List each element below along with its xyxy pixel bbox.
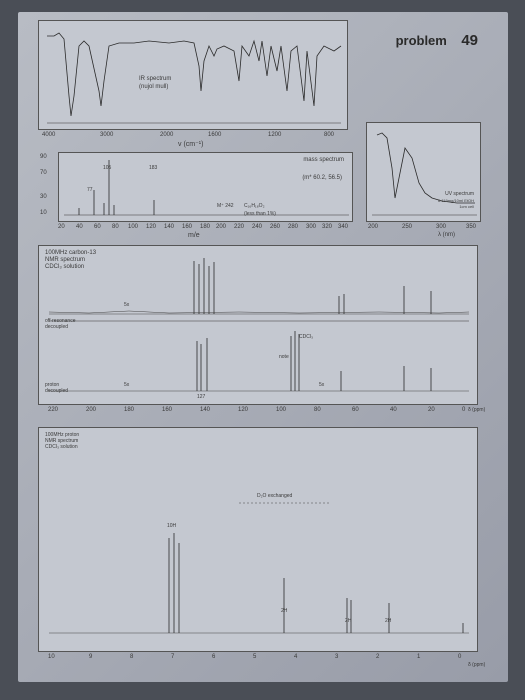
mass-y90: 90 (40, 154, 47, 160)
c13-127: 127 (197, 394, 205, 400)
mass-peak-105: 105 (103, 165, 111, 171)
problem-title: problem 49 (396, 32, 478, 49)
ir-tick-800: 800 (324, 132, 334, 138)
mass-y70: 70 (40, 170, 47, 176)
c13-decoupled: decoupled (45, 324, 68, 330)
mass-mplus: M⁺ 242 (217, 203, 234, 209)
c13-xunit: δ (ppm) (468, 407, 485, 413)
mass-spectrum-plot (59, 153, 354, 223)
c13-spectrum-plot (39, 246, 479, 406)
c13-5x-2: 5x (124, 382, 129, 388)
ir-tick-4000: 4000 (42, 132, 55, 138)
mass-peak-77: 77 (87, 187, 93, 193)
title-text: problem (396, 33, 447, 48)
c13-caption1: 100MHz carbon-13 (45, 250, 96, 256)
h1-xunit: δ (ppm) (468, 662, 485, 668)
mass-spectrum-panel: mass spectrum (m* 60.2, 56.5) M⁺ 242 C₁₆… (58, 152, 353, 222)
uv-spectrum-panel: UV spectrum 6.119mg/10ml EtOH 1cm cell (366, 122, 481, 222)
mass-info: (m* 60.2, 56.5) (302, 175, 342, 181)
uv-info2: 1cm cell (459, 204, 474, 209)
ir-tick-3000: 3000 (100, 132, 113, 138)
mass-y30: 30 (40, 194, 47, 200)
mass-y10: 10 (40, 210, 47, 216)
ir-xlabel: v (cm⁻¹) (178, 140, 203, 148)
h1-10h: 10H (167, 523, 176, 529)
ir-caption1: IR spectrum (139, 76, 171, 82)
h1-exchange: D₂O exchanged (257, 493, 292, 499)
h1-2h-1: 2H (281, 608, 287, 614)
c13-note: note (279, 354, 289, 360)
c13-spectrum-panel: 100MHz carbon-13 NMR spectrum CDCl₃ solu… (38, 245, 478, 405)
mass-lessthan: (less than 1%) (244, 211, 276, 217)
h1-2h-2: 2H (345, 618, 351, 624)
h1-spectrum-panel: 100MHz proton NMR spectrum CDCl₃ solutio… (38, 427, 478, 652)
mass-xlabel: m/e (188, 232, 200, 239)
ir-tick-1200: 1200 (268, 132, 281, 138)
c13-5x-1: 5x (124, 302, 129, 308)
ir-spectrum-plot (39, 21, 349, 131)
mass-peak-183: 183 (149, 165, 157, 171)
c13-decoupled2: decoupled (45, 388, 68, 394)
c13-cdcl3: CDCl₃ (299, 334, 313, 340)
mass-caption: mass spectrum (303, 157, 344, 163)
h1-spectrum-plot (39, 428, 479, 653)
problem-number: 49 (461, 32, 478, 49)
c13-caption3: CDCl₃ solution (45, 264, 84, 270)
ir-spectrum-panel: IR spectrum (nujol mull) (38, 20, 348, 130)
uv-info: 6.119mg/10ml EtOH (438, 198, 474, 203)
uv-caption: UV spectrum (445, 191, 474, 197)
ir-caption2: (nujol mull) (139, 84, 168, 90)
mass-formula: C₁₆H₁₈O₂ (244, 203, 265, 209)
uv-xlabel: λ (nm) (438, 232, 455, 238)
c13-5x-3: 5x (319, 382, 324, 388)
ir-tick-1600: 1600 (208, 132, 221, 138)
h1-caption3: CDCl₃ solution (45, 444, 78, 450)
ir-tick-2000: 2000 (160, 132, 173, 138)
c13-caption2: NMR spectrum (45, 257, 85, 263)
h1-2h-3: 2H (385, 618, 391, 624)
